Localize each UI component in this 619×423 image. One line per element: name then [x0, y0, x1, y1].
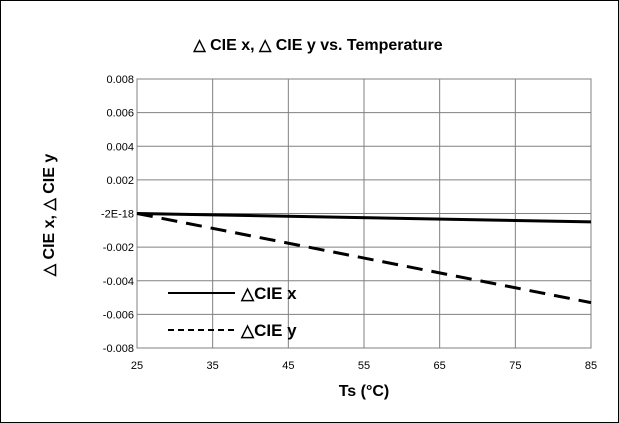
legend: △CIE x △CIE y — [168, 284, 297, 340]
y-tick-label: 0.006 — [106, 108, 134, 120]
x-tick-label: 35 — [207, 360, 219, 372]
x-tick-label: 65 — [434, 360, 446, 372]
x-tick-label: 25 — [131, 360, 143, 372]
legend-label-cie-y: △CIE y — [240, 321, 297, 340]
series-line-cie-x — [136, 212, 592, 224]
y-tick-label: -0.002 — [103, 242, 134, 254]
x-tick-labels: 25 35 45 55 65 75 85 — [131, 360, 597, 372]
series-lines — [136, 212, 592, 305]
x-tick-label: 55 — [358, 360, 370, 372]
x-tick-label: 45 — [282, 360, 294, 372]
y-tick-label: 0.008 — [106, 74, 134, 86]
y-tick-label: -2E-18 — [101, 209, 134, 221]
chart-title: △ CIE x, △ CIE y vs. Temperature — [192, 37, 442, 54]
y-tick-label: 0.002 — [106, 175, 134, 187]
y-tick-label: -0.006 — [103, 309, 134, 321]
x-tick-label: 75 — [509, 360, 521, 372]
y-tick-labels: 0.008 0.006 0.004 0.002 -2E-18 -0.002 -0.004 -0… — [101, 74, 134, 355]
y-axis-title: △ CIE x, △ CIE y — [41, 154, 58, 278]
y-tick-label: -0.004 — [103, 276, 134, 288]
x-axis-title: Ts (°C) — [339, 383, 390, 400]
series-line-cie-y — [136, 212, 592, 305]
y-tick-label: -0.008 — [103, 343, 134, 355]
y-tick-label: 0.004 — [106, 141, 134, 153]
x-tick-label: 85 — [585, 360, 597, 372]
legend-label-cie-x: △CIE x — [240, 284, 297, 303]
